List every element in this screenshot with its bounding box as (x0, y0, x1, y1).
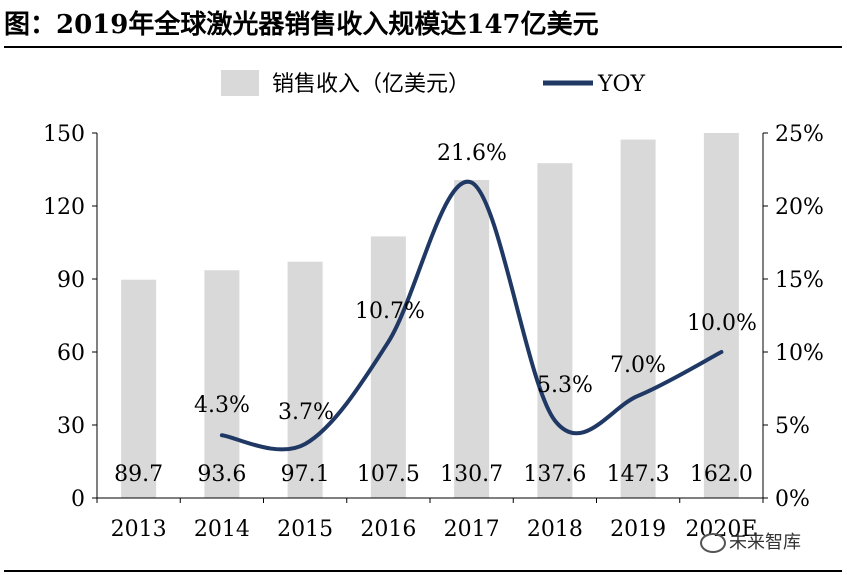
page-title: 图：2019年全球激光器销售收入规模达147亿美元 (4, 10, 599, 40)
bottom-divider (4, 570, 842, 572)
bar-value-label: 89.7 (114, 462, 163, 487)
y-right-tick-label: 25% (775, 122, 824, 147)
y-right-tick-label: 10% (775, 341, 824, 366)
bar-2014 (204, 270, 240, 498)
x-tick-label: 2017 (444, 517, 500, 542)
x-tick-label: 2018 (527, 517, 583, 542)
wechat-icon (700, 533, 726, 553)
yoy-value-label: 10.0% (687, 311, 757, 336)
y-right-tick-label: 15% (775, 268, 824, 293)
bar-2017 (454, 179, 490, 499)
y-right-tick-label: 20% (775, 195, 824, 220)
y-right-tick-label: 5% (775, 414, 810, 439)
bar-2020E (703, 133, 739, 498)
yoy-value-label: 21.6% (437, 141, 507, 166)
yoy-value-label: 3.7% (278, 400, 334, 425)
bar-2016 (370, 236, 406, 498)
bar-value-label: 130.7 (440, 462, 503, 487)
yoy-line (219, 179, 724, 452)
y-left-tick-label: 90 (57, 268, 85, 293)
legend-bar-label: 销售收入（亿美元） (272, 72, 470, 97)
yoy-value-label: 4.3% (194, 393, 250, 418)
bar-2015 (287, 261, 323, 498)
bar-2018 (537, 163, 573, 498)
y-left-tick-label: 150 (43, 122, 85, 147)
legend-bar-swatch (221, 70, 259, 96)
yoy-value-label: 7.0% (610, 353, 666, 378)
x-tick-label: 2016 (360, 517, 416, 542)
x-tick-label: 2019 (610, 517, 666, 542)
bar-value-label: 97.1 (281, 462, 330, 487)
watermark: 未来智库 (700, 528, 801, 554)
yoy-value-label: 10.7% (355, 299, 425, 324)
bar-value-label: 107.5 (357, 462, 420, 487)
y-left-tick-label: 0 (71, 487, 85, 512)
y-left-tick-label: 60 (57, 341, 85, 366)
y-left-tick-label: 120 (43, 195, 85, 220)
title-divider (4, 46, 842, 48)
bar-value-label: 162.0 (690, 462, 753, 487)
y-right-tick-label: 0% (775, 487, 810, 512)
x-tick-label: 2014 (194, 517, 250, 542)
bar-2019 (620, 139, 656, 498)
x-tick-label: 2013 (111, 517, 167, 542)
bar-2013 (121, 279, 157, 498)
yoy-value-label: 5.3% (537, 373, 593, 398)
bar-value-label: 137.6 (523, 462, 586, 487)
y-left-tick-label: 30 (57, 414, 85, 439)
bar-value-label: 93.6 (197, 462, 246, 487)
watermark-text: 未来智库 (729, 532, 801, 553)
x-tick-label: 2015 (277, 517, 333, 542)
bar-value-label: 147.3 (607, 462, 670, 487)
legend-line-label: YOY (597, 72, 646, 97)
